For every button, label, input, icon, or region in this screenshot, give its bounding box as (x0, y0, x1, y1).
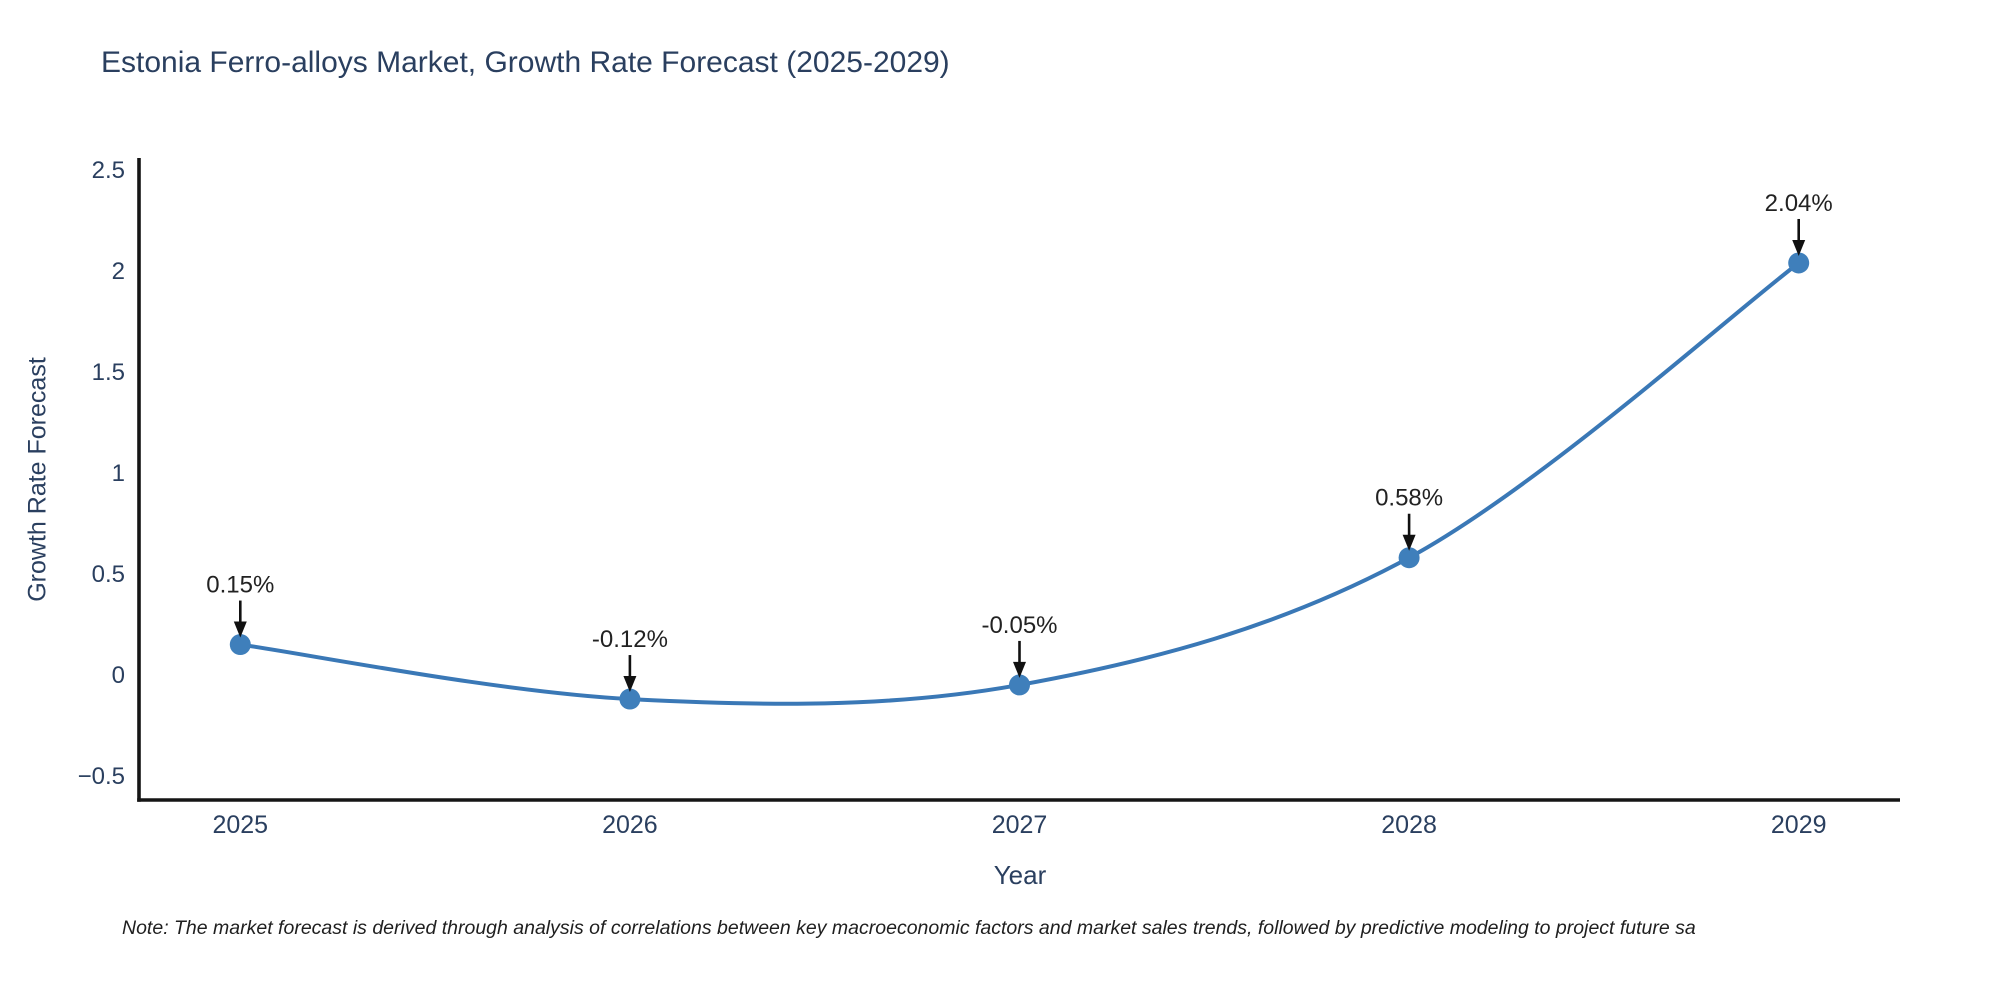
data-point-marker[interactable] (619, 688, 641, 710)
point-annotations: 0.15% -0.12% -0.05% 0.58% 2.04% (206, 190, 1833, 693)
y-tick-label: 0.5 (92, 561, 125, 588)
annotation-arrowhead-icon (1792, 239, 1806, 256)
y-tick-label: 2 (112, 258, 125, 285)
series-line (238, 260, 1801, 706)
x-axis-tick-labels: 2025 2026 2027 2028 2029 (212, 811, 1826, 839)
x-tick-label: 2028 (1381, 811, 1437, 839)
annotation-arrowhead-icon (233, 621, 247, 638)
y-tick-label: 2.5 (92, 157, 125, 184)
annotation-label: 0.15% (206, 572, 274, 599)
x-tick-label: 2029 (1771, 811, 1827, 839)
axes (137, 158, 1900, 802)
y-tick-label: 1 (112, 460, 125, 487)
x-tick-label: 2027 (992, 811, 1048, 839)
x-tick-label: 2025 (212, 811, 268, 839)
annotation-label: -0.12% (592, 626, 668, 653)
y-tick-label: 0 (112, 662, 125, 689)
y-tick-label: −0.5 (78, 763, 125, 790)
annotation-label: 2.04% (1765, 190, 1833, 217)
annotation-arrowhead-icon (1013, 661, 1026, 678)
data-point-marker[interactable] (1009, 674, 1030, 696)
footnote: Note: The market forecast is derived thr… (122, 917, 1696, 939)
annotation-label: 0.58% (1375, 485, 1443, 512)
y-tick-label: 1.5 (92, 359, 125, 386)
x-axis-title: Year (993, 860, 1047, 890)
annotation-arrowhead-icon (623, 676, 637, 693)
annotation-arrowhead-icon (1402, 534, 1416, 551)
x-tick-label: 2026 (602, 811, 658, 839)
data-point-marker[interactable] (229, 634, 251, 656)
annotation-label: -0.05% (981, 612, 1057, 639)
data-point-markers[interactable] (229, 252, 1810, 710)
chart-title: Estonia Ferro-alloys Market, Growth Rate… (101, 46, 950, 79)
series-line-group (238, 260, 1801, 706)
data-point-marker[interactable] (1398, 547, 1420, 569)
y-axis-tick-labels: 2.5 2 1.5 1 0.5 0 −0.5 (78, 157, 125, 790)
data-point-marker[interactable] (1788, 252, 1810, 274)
